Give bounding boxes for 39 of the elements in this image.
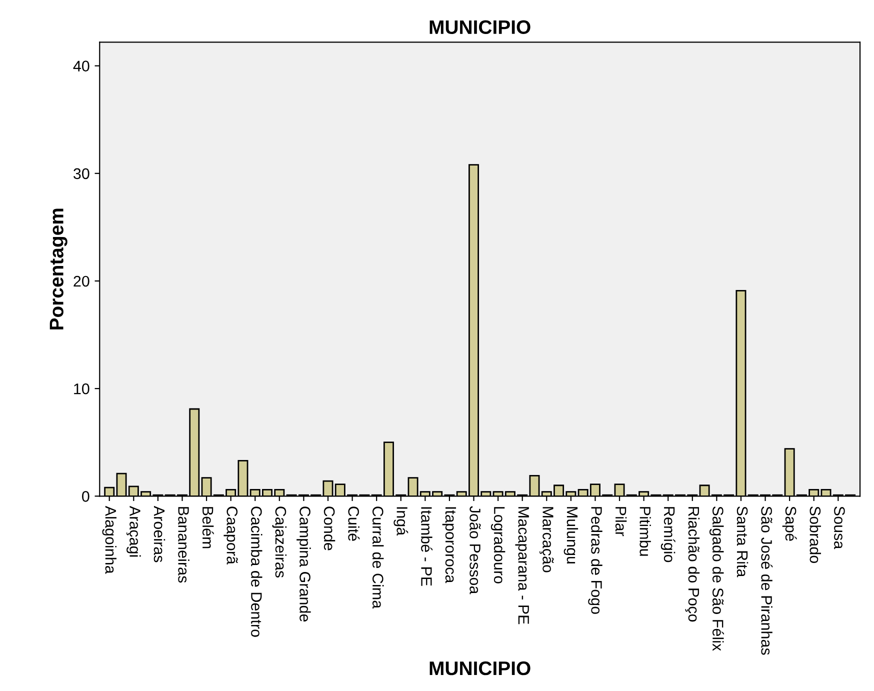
x-tick-label: Conde	[324, 506, 336, 550]
x-tick-label: Pilar	[615, 507, 627, 536]
x-tick-label: Logradouro	[490, 507, 506, 584]
y-tick-label: 20	[74, 276, 90, 287]
x-tick-label: Pedras de Fogo	[588, 507, 602, 614]
x-tick-label: Cuité	[348, 506, 360, 541]
y-tick-label: 30	[74, 168, 90, 180]
x-tick-label: Caaporã	[224, 506, 238, 564]
x-tick-label: Campina Grande	[296, 506, 311, 622]
x-tick-label: Riachão do Poço	[685, 507, 700, 622]
x-tick-label: Macaparana - PE	[515, 507, 529, 624]
x-tick-label: Alagoinha	[102, 506, 116, 574]
x-axis-title: MUNICIPIO	[430, 661, 530, 676]
x-tick-label: João Pessoa	[470, 506, 481, 594]
x-tick-label: Marcação	[540, 507, 554, 572]
x-tick-label: Curral de Cima	[372, 506, 384, 609]
y-axis-title: Porcentagem	[50, 208, 68, 330]
x-tick-label: Pitimbu	[640, 507, 651, 556]
x-tick-label: Bananeiras	[178, 507, 190, 583]
x-tick-label: Sapé	[782, 506, 797, 541]
x-tick-label: Salgado de São Félix	[709, 506, 724, 651]
y-tick-label: 0	[82, 491, 90, 502]
x-tick-label: Sobrado	[810, 506, 821, 563]
chart-title: MUNICIPIO	[430, 20, 530, 34]
x-tick-label: Mulungu	[564, 507, 578, 564]
x-tick-label: Itambé - PE	[421, 507, 432, 586]
x-tick-label: Araçagi	[126, 506, 141, 557]
y-tick-label: 40	[73, 60, 90, 72]
x-tick-label: Ingá	[394, 507, 408, 536]
x-tick-label: São José de Piranhas	[761, 506, 773, 655]
x-tick-label: Aroeiras	[154, 506, 166, 562]
y-tick-label: 10	[74, 383, 90, 394]
x-tick-label: Remígio	[660, 507, 676, 562]
x-tick-label: Itapororoca	[442, 507, 456, 584]
x-tick-label: Cacimba de Dentro	[251, 506, 262, 637]
x-tick-label: Cajazeiras	[272, 506, 287, 578]
x-tick-label: Santa Rita	[736, 506, 748, 578]
x-tick-label: Sousa	[834, 506, 845, 550]
x-tick-label: Belém	[202, 507, 214, 548]
